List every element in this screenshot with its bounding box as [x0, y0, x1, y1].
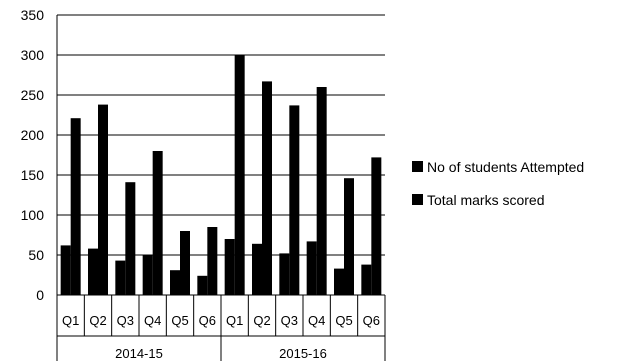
bar-total-marks [98, 104, 108, 295]
x-category-label: Q3 [281, 313, 298, 328]
bar-total-marks [344, 178, 354, 295]
x-category-label: Q4 [308, 313, 325, 328]
legend-swatch [412, 194, 423, 205]
legend-label: Total marks scored [427, 192, 544, 208]
bars [60, 55, 382, 296]
group-label: 2014-15 [115, 346, 163, 361]
bar-students-attempted [252, 243, 262, 295]
x-axis-categories: 2014-15 2015-16 Q1 Q2 Q3 Q4 Q5 Q6 Q1 Q2 Q3 Q4 Q5 Q6 [62, 313, 380, 361]
bar-students-attempted [88, 248, 98, 295]
bar-total-marks [234, 55, 245, 295]
x-category-label: Q3 [117, 313, 134, 328]
bar-students-attempted [60, 245, 71, 295]
y-tick-label: 250 [21, 87, 45, 103]
y-tick-label: 50 [28, 247, 44, 263]
bar-students-attempted [224, 239, 235, 295]
y-tick-label: 350 [21, 7, 45, 23]
x-category-label: Q5 [335, 313, 352, 328]
x-category-label: Q5 [171, 313, 188, 328]
y-tick-label: 300 [21, 47, 45, 63]
legend: No of students Attempted Total marks scor… [412, 159, 584, 208]
bar-total-marks [262, 81, 272, 296]
bar-total-marks [289, 105, 300, 296]
y-tick-label: 0 [36, 287, 44, 303]
bar-total-marks [316, 87, 327, 295]
y-tick-label: 200 [21, 127, 45, 143]
bar-students-attempted [142, 255, 153, 295]
bar-students-attempted [334, 268, 344, 295]
bar-students-attempted [361, 264, 372, 295]
bar-total-marks [207, 227, 218, 295]
bar-students-attempted [306, 241, 317, 295]
group-label: 2015-16 [279, 346, 327, 361]
x-category-label: Q6 [199, 313, 216, 328]
bar-total-marks [180, 231, 190, 295]
x-category-label: Q2 [253, 313, 270, 328]
axes [56, 15, 386, 361]
x-category-label: Q1 [62, 313, 79, 328]
x-category-label: Q1 [226, 313, 243, 328]
y-axis-ticks: 0 50 100 150 200 250 300 350 [21, 7, 45, 303]
bar-students-attempted [115, 260, 126, 295]
bar-students-attempted [197, 275, 208, 295]
y-tick-label: 100 [21, 207, 45, 223]
y-tick-label: 150 [21, 167, 45, 183]
bar-students-attempted [279, 253, 290, 295]
legend-label: No of students Attempted [427, 159, 584, 175]
bar-students-attempted [170, 270, 180, 295]
bar-total-marks [70, 118, 81, 295]
x-category-label: Q4 [144, 313, 161, 328]
grid-lines [57, 14, 385, 296]
bar-total-marks [125, 182, 136, 295]
bar-total-marks [371, 157, 382, 295]
x-category-label: Q6 [363, 313, 380, 328]
legend-swatch [412, 161, 423, 172]
x-category-label: Q2 [89, 313, 106, 328]
bar-total-marks [152, 151, 163, 295]
